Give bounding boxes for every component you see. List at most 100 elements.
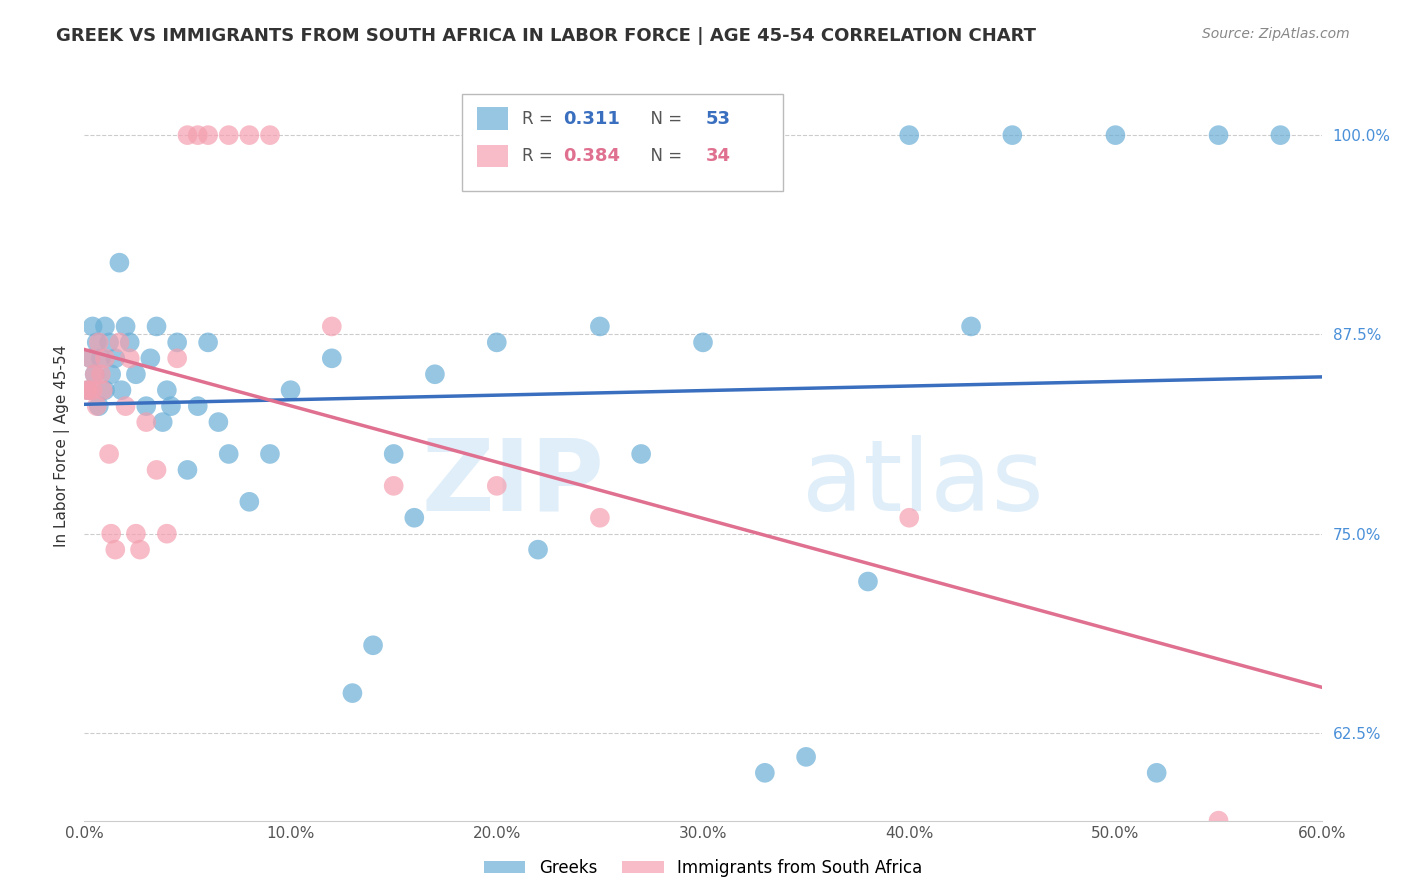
Point [423,368,446,382]
Point [87,399,110,413]
Legend: Greeks, Immigrants from South Africa: Greeks, Immigrants from South Africa [477,853,929,884]
Text: 34: 34 [706,147,731,165]
Point [404,510,426,524]
Text: Source: ZipAtlas.com: Source: ZipAtlas.com [1202,27,1350,41]
Text: N =: N = [640,147,688,165]
Point [382,447,405,461]
Text: 0.311: 0.311 [564,110,620,128]
Point [342,686,364,700]
Bar [477,145,508,168]
Point [83,368,105,382]
Point [794,750,817,764]
Point [77,383,100,397]
Point [1270,128,1292,142]
Point [90,368,112,382]
Point [856,574,879,589]
Point [259,128,281,142]
Point [485,479,508,493]
Point [82,383,104,397]
Point [589,510,612,524]
Point [98,447,121,461]
Point [86,399,108,413]
Point [187,128,209,142]
Text: atlas: atlas [801,435,1043,532]
Point [139,351,162,366]
Point [100,526,122,541]
Point [187,399,209,413]
Point [176,128,198,142]
Point [77,383,100,397]
Point [280,383,302,397]
Text: R =: R = [523,110,558,128]
Point [197,335,219,350]
Point [321,319,343,334]
Point [197,128,219,142]
Point [129,542,152,557]
Point [166,351,188,366]
Point [207,415,229,429]
Point [125,368,148,382]
Bar [461,94,783,191]
Point [145,319,167,334]
Point [589,319,612,334]
Point [321,351,343,366]
Point [218,128,240,142]
Point [1146,765,1168,780]
Point [118,351,141,366]
Bar [477,107,508,130]
Point [898,128,921,142]
Point [160,399,183,413]
Point [87,335,110,350]
Point [91,383,114,397]
Point [82,319,104,334]
Point [754,765,776,780]
Point [238,495,260,509]
Text: 0.384: 0.384 [564,147,620,165]
Point [100,368,122,382]
Text: 53: 53 [706,110,731,128]
Point [1104,128,1126,142]
Point [79,351,101,366]
Point [94,319,117,334]
Point [86,335,108,350]
Point [156,383,179,397]
Point [135,415,157,429]
Point [94,351,117,366]
Point [218,447,240,461]
Point [361,638,384,652]
Text: GREEK VS IMMIGRANTS FROM SOUTH AFRICA IN LABOR FORCE | AGE 45-54 CORRELATION CHA: GREEK VS IMMIGRANTS FROM SOUTH AFRICA IN… [56,27,1036,45]
Y-axis label: In Labor Force | Age 45-54: In Labor Force | Age 45-54 [55,345,70,547]
Point [485,335,508,350]
Point [156,526,179,541]
Point [110,383,132,397]
Point [527,542,550,557]
Point [98,335,121,350]
Point [114,319,136,334]
Point [630,447,652,461]
Point [145,463,167,477]
Point [898,510,921,524]
Text: N =: N = [640,110,688,128]
Point [125,526,148,541]
Point [382,479,405,493]
Point [166,335,188,350]
Point [83,368,105,382]
Point [108,255,131,269]
Point [118,335,141,350]
Point [692,335,714,350]
Point [152,415,174,429]
Point [135,399,157,413]
Point [114,399,136,413]
Point [1208,814,1230,828]
Point [94,383,117,397]
Point [259,447,281,461]
Point [1208,128,1230,142]
Text: R =: R = [523,147,558,165]
Point [1001,128,1024,142]
Point [108,335,131,350]
Point [90,351,112,366]
Point [104,351,127,366]
Point [104,542,127,557]
Point [176,463,198,477]
Point [75,383,97,397]
